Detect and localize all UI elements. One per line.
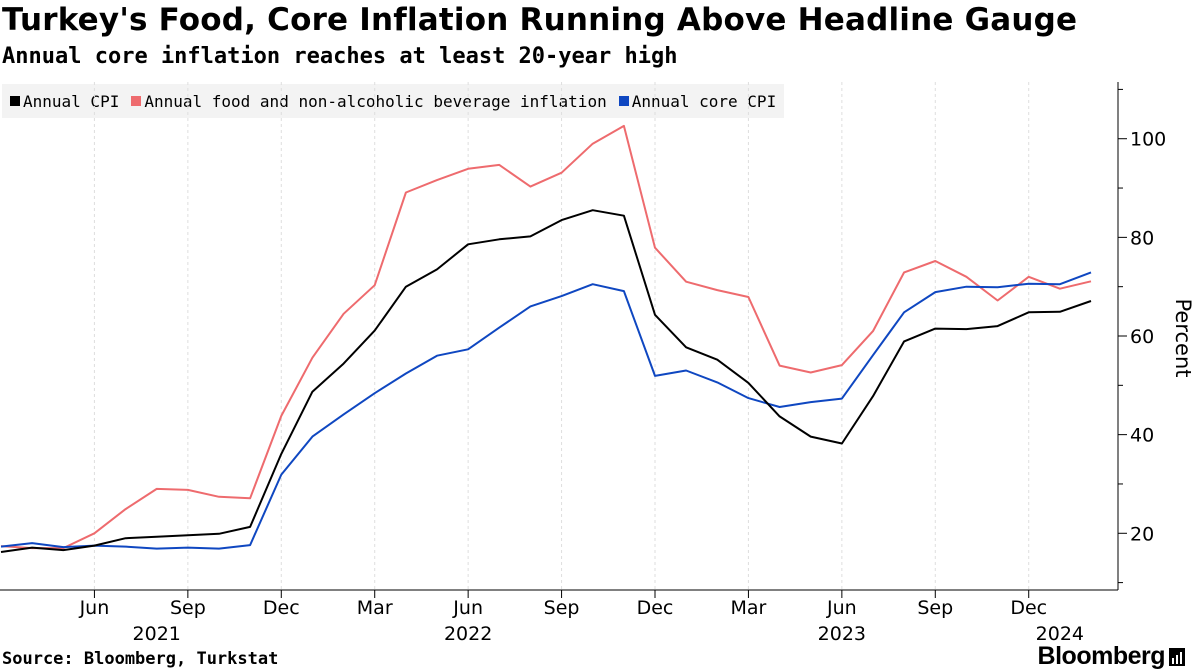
- x-year-label-3: 2024: [1036, 623, 1084, 645]
- x-tick-label-4: Jun: [452, 597, 483, 619]
- legend-label-annual-cpi: Annual CPI: [23, 91, 120, 111]
- y-tick-label-40: 40: [1130, 425, 1154, 447]
- x-tick-label-3: Mar: [357, 597, 393, 619]
- y-tick-label-20: 20: [1130, 523, 1154, 545]
- chart-subtitle: Annual core inflation reaches at least 2…: [2, 44, 678, 69]
- bloomberg-logo-icon: [1169, 647, 1185, 666]
- bloomberg-logo: Bloomberg: [1038, 642, 1185, 671]
- y-axis-label: Percent: [1171, 298, 1195, 377]
- chart-title: Turkey's Food, Core Inflation Running Ab…: [2, 2, 1078, 38]
- y-tick-label-100: 100: [1130, 129, 1166, 151]
- legend-swatch-annual-cpi: [10, 96, 20, 106]
- x-tick-label-1: Sep: [170, 597, 206, 619]
- series-line-annual-cpi: [0, 209, 1092, 553]
- legend-swatch-food-inflation: [131, 96, 142, 106]
- legend-item-core-cpi: Annual core CPI: [618, 91, 777, 111]
- source-note: Source: Bloomberg, Turkstat: [2, 649, 279, 669]
- x-year-label-2: 2023: [818, 623, 866, 645]
- series-line-food-inflation: [0, 124, 1092, 550]
- legend-label-core-cpi: Annual core CPI: [631, 91, 777, 111]
- x-tick-label-9: Sep: [917, 597, 953, 619]
- x-tick-label-2: Dec: [263, 597, 300, 619]
- legend: Annual CPI Annual food and non-alcoholic…: [2, 84, 785, 118]
- x-tick-label-10: Dec: [1010, 597, 1047, 619]
- x-year-label-0: 2021: [133, 623, 181, 645]
- x-year-label-1: 2022: [444, 623, 492, 645]
- y-tick-label-60: 60: [1130, 326, 1154, 348]
- x-tick-label-8: Jun: [826, 597, 857, 619]
- legend-item-food-inflation: Annual food and non-alcoholic beverage i…: [131, 91, 607, 111]
- x-tick-label-0: Jun: [79, 597, 110, 619]
- x-tick-label-5: Sep: [544, 597, 580, 619]
- brand-name: Bloomberg: [1037, 642, 1166, 670]
- x-tick-label-7: Mar: [730, 597, 766, 619]
- x-tick-label-6: Dec: [637, 597, 674, 619]
- y-tick-label-80: 80: [1130, 227, 1154, 249]
- legend-item-annual-cpi: Annual CPI: [10, 92, 119, 111]
- series-line-core-cpi: [0, 271, 1092, 550]
- legend-swatch-core-cpi: [618, 96, 629, 106]
- legend-label-food-inflation: Annual food and non-alcoholic beverage i…: [144, 91, 607, 111]
